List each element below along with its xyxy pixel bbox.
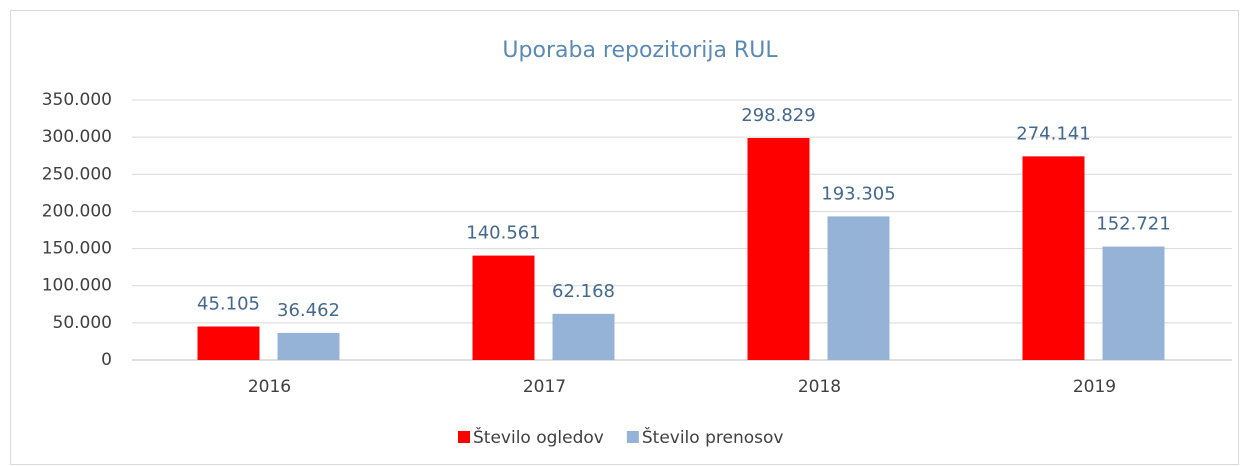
x-tick-label: 2016 [248, 377, 291, 397]
data-label: 140.561 [466, 223, 540, 244]
legend-label: Število ogledov [473, 426, 604, 448]
bar [1102, 246, 1165, 360]
bar [197, 326, 260, 360]
legend-swatch [626, 431, 639, 443]
bar [552, 313, 615, 360]
bar [1022, 156, 1085, 360]
bar [827, 216, 890, 360]
y-tick-label: 250.000 [42, 164, 112, 184]
x-tick-label: 2018 [798, 377, 841, 397]
legend-swatch [458, 431, 470, 443]
y-tick-label: 200.000 [42, 201, 112, 221]
legend-label: Število prenosov [642, 426, 784, 448]
y-tick-label: 300.000 [42, 127, 112, 147]
data-label: 62.168 [552, 281, 615, 302]
data-label: 274.141 [1016, 123, 1090, 144]
chart-title: Uporaba repozitorija RUL [502, 38, 778, 63]
y-tick-label: 100.000 [42, 276, 112, 296]
data-label: 298.829 [741, 105, 815, 126]
bar [747, 138, 810, 360]
x-tick-label: 2017 [523, 377, 566, 397]
data-label: 45.105 [197, 293, 260, 314]
data-label: 152.721 [1096, 214, 1170, 235]
bar [277, 332, 340, 360]
data-label: 193.305 [821, 183, 895, 204]
y-tick-label: 0 [101, 350, 112, 370]
x-tick-label: 2019 [1073, 377, 1116, 397]
data-label: 36.462 [277, 300, 340, 321]
bar [472, 255, 535, 360]
y-tick-label: 150.000 [42, 239, 112, 259]
y-tick-label: 350.000 [42, 90, 112, 110]
y-tick-label: 50.000 [53, 313, 112, 333]
